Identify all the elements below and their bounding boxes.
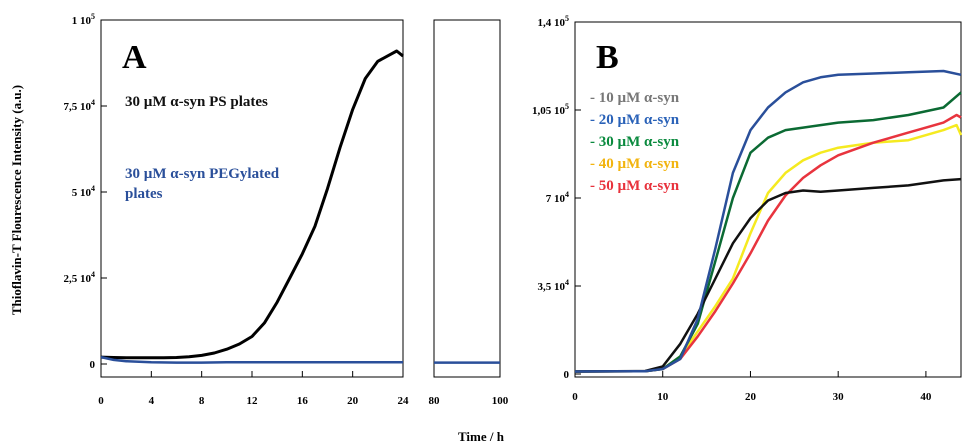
panel-b-x-tick-label: 40 [920,391,932,403]
panel-b-series-2-line [574,91,962,373]
panel-a-x-tick-label: 8 [199,395,205,407]
panel-a-x-tick-label: 0 [98,395,104,407]
panel-b-y-tick-label: 3,5 104 [538,278,570,293]
panel-b-y-tick-label: 1,4 105 [538,14,570,29]
panel-b-x-tick-label: 0 [572,391,578,403]
panel-a: A 30 µM α-syn PS plates 30 µM α-syn PEGy… [64,12,509,407]
panel-b-series [574,69,962,373]
legend-entry-3: - 40 µM α-syn [590,156,680,172]
panel-a-ticks: 0 2,5 104 5 104 7,5 104 1 105 0 4 8 12 16 20 24 80 10… [64,12,509,407]
panel-a-y-tick-label: 0 [90,359,96,371]
panel-b-ticks: 0 3,5 104 7 104 1,05 105 1,4 105 0 10 20 30 40 [532,14,932,403]
panel-a-y-tick-label: 7,5 104 [64,98,96,113]
panel-a-x-tick-label: 4 [149,395,155,407]
panel-b-x-tick-label: 20 [745,391,757,403]
y-axis-title: Thioflavin-T Flourescence Intensity (a.u… [9,85,24,315]
annotation-pegylated-line1: 30 µM α-syn PEGylated [125,166,280,182]
panel-a-x-tick-label: 100 [492,395,509,407]
panel-a-x-tick-label: 12 [247,395,259,407]
legend-entry-0: - 10 µM α-syn [590,90,680,106]
panel-b-x-tick-label: 30 [833,391,845,403]
panel-a-letter: A [122,39,147,76]
legend-entry-1: - 20 µM α-syn [590,112,680,128]
panel-a-frame-break [433,19,501,378]
panel-a-series-1-line-seg0 [100,355,403,364]
annotation-pegylated-line2: plates [125,186,163,202]
panel-a-y-tick-label: 1 105 [72,12,95,27]
panel-a-series-0-line-seg0 [100,49,404,360]
panel-b-series-4-line [574,113,962,373]
panel-b-legend: - 10 µM α-syn - 20 µM α-syn - 30 µM α-syn -… [590,90,680,194]
panel-a-y-tick-label: 5 104 [72,184,95,199]
annotation-ps-plates: 30 µM α-syn PS plates [125,94,268,110]
panel-b-frame [574,21,962,378]
panel-b-series-1-line [574,69,962,373]
panel-a-y-tick-label: 2,5 104 [64,270,96,285]
panel-b-y-tick-label: 7 104 [546,190,569,205]
x-axis-title: Time / h [458,429,505,444]
legend-entry-2: - 30 µM α-syn [590,134,680,150]
panel-b-x-tick-label: 10 [657,391,669,403]
panel-b-y-tick-label: 0 [564,369,570,381]
panel-a-x-tick-label: 16 [297,395,309,407]
panel-a-x-tick-label: 24 [398,395,410,407]
panel-b-letter: B [596,39,619,76]
panel-a-series [100,49,500,364]
panel-b-y-tick-label: 1,05 105 [532,102,569,117]
panel-b-series-0-line [574,177,962,373]
panel-a-x-tick-label: 80 [429,395,441,407]
panel-a-x-tick-label: 20 [347,395,359,407]
legend-entry-4: - 50 µM α-syn [590,178,680,194]
